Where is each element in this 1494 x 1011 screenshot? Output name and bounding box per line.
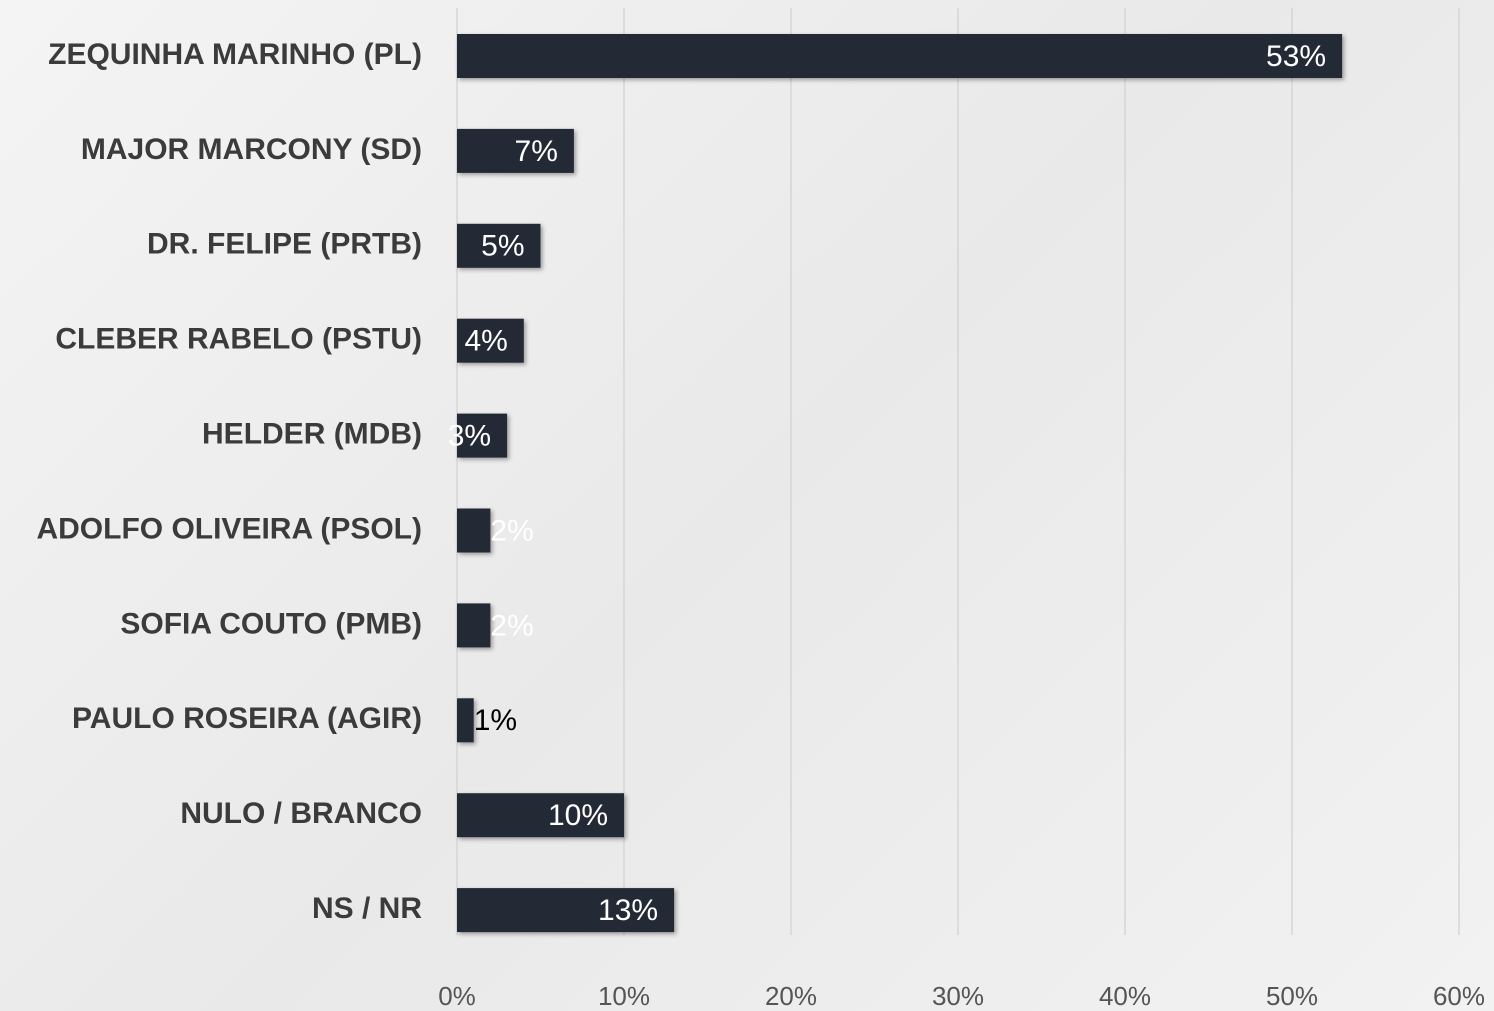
value-label: 10% — [548, 799, 608, 832]
category-label: SOFIA COUTO (PMB) — [120, 607, 422, 640]
bar — [457, 318, 524, 363]
category-label: ADOLFO OLIVEIRA (PSOL) — [36, 512, 422, 545]
bar — [457, 128, 574, 173]
x-tick-label: 20% — [765, 981, 817, 1011]
category-label: NULO / BRANCO — [180, 797, 422, 830]
value-label: 7% — [515, 135, 558, 168]
category-label: NS / NR — [312, 892, 422, 925]
value-label: 4% — [464, 325, 507, 358]
category-label: CLEBER RABELO (PSTU) — [55, 323, 422, 356]
category-label: MAJOR MARCONY (SD) — [81, 133, 422, 166]
value-label: 2% — [490, 514, 533, 547]
x-tick-label: 40% — [1099, 981, 1151, 1011]
category-label: DR. FELIPE (PRTB) — [147, 228, 422, 261]
bar — [457, 793, 624, 838]
bar — [457, 413, 508, 458]
bar — [457, 603, 491, 648]
x-tick-label: 60% — [1433, 981, 1485, 1011]
bar — [457, 698, 474, 743]
x-tick-label: 10% — [598, 981, 650, 1011]
category-label: PAULO ROSEIRA (AGIR) — [72, 702, 422, 735]
x-tick-label: 0% — [438, 981, 476, 1011]
value-label: 1% — [474, 704, 517, 737]
category-label: ZEQUINHA MARINHO (PL) — [48, 38, 422, 71]
category-label: HELDER (MDB) — [202, 418, 422, 451]
value-label: 13% — [598, 894, 658, 927]
value-label: 5% — [481, 230, 524, 263]
value-label: 3% — [448, 420, 491, 453]
bar — [457, 223, 541, 268]
value-label: 2% — [490, 609, 533, 642]
value-label: 53% — [1266, 40, 1326, 73]
x-tick-label: 30% — [932, 981, 984, 1011]
x-tick-label: 50% — [1266, 981, 1318, 1011]
bar — [457, 888, 675, 933]
bar — [457, 508, 491, 553]
bar — [457, 34, 1343, 78]
